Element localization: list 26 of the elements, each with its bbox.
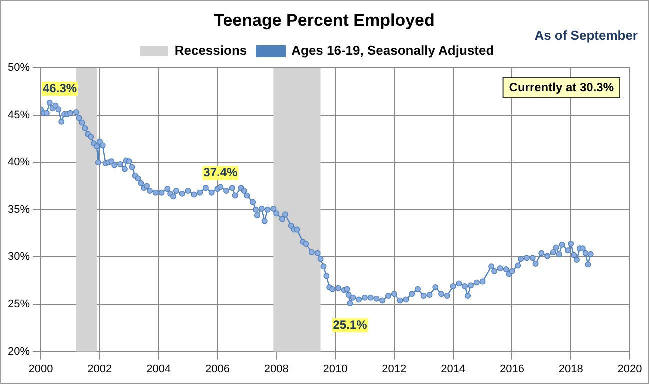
y-tick-label: 30% [8, 251, 30, 264]
chart-subtitle: As of September [534, 28, 638, 43]
x-tick-label: 2000 [28, 363, 54, 376]
x-tick-label: 2008 [264, 363, 289, 376]
x-tick-label: 2014 [441, 363, 466, 376]
x-tick-label: 2002 [88, 363, 112, 376]
y-tick-label: 25% [8, 298, 30, 311]
legend-label: Recessions [174, 43, 248, 58]
y-tick-label: 40% [8, 156, 30, 169]
y-tick-label: 45% [8, 109, 30, 122]
x-tick-label: 2004 [146, 363, 172, 376]
annotation: 37.4% [204, 166, 238, 180]
x-tick-label: 2020 [618, 363, 642, 376]
x-tick-label: 2018 [558, 363, 584, 376]
annotation: 46.3% [43, 81, 78, 96]
x-tick-label: 2006 [205, 363, 230, 376]
x-tick-label: 2012 [382, 363, 407, 376]
x-tick-label: 2010 [323, 363, 348, 376]
y-tick-label: 35% [8, 204, 30, 216]
y-tick-label: 50% [8, 62, 30, 74]
legend-label: Ages 16-19, Seasonally Adjusted [292, 43, 494, 58]
annotation: 25.1% [333, 318, 368, 332]
y-tick-label: 20% [8, 346, 30, 358]
chart-title: Teenage Percent Employed [214, 11, 435, 30]
x-tick-label: 2016 [500, 363, 524, 376]
annotation: Currently at 30.3% [509, 80, 614, 94]
